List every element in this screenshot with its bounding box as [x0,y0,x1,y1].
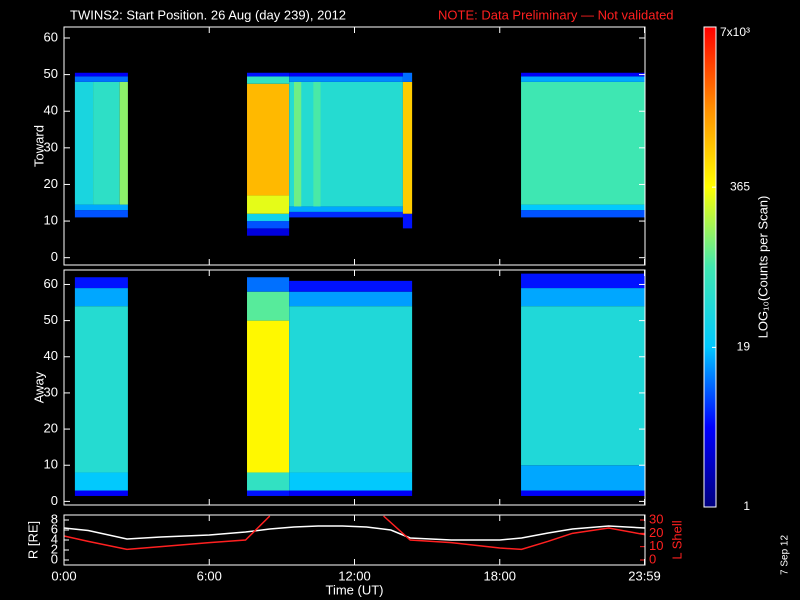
y-tick-label: 40 [44,348,58,363]
heatmap-cell [247,291,290,321]
note: NOTE: Data Preliminary — Not validated [438,7,674,22]
y-tick-label: 60 [44,29,58,44]
y-tick-label: 0 [51,493,58,508]
colorbar-tick-label: 1 [743,499,750,513]
y-tick-label: 10 [44,212,58,227]
heatmap-cell [289,76,403,82]
heatmap-cell [289,490,413,496]
footer-date: 7 Sep 12 [780,535,791,575]
heatmap-cell [521,490,645,496]
heatmap-cell [289,72,403,77]
heatmap-cell [289,211,403,218]
y-tick-label: 2 [51,541,58,556]
heatmap-cell [289,206,403,212]
heatmap-cell [119,81,128,205]
heatmap-cell [74,210,128,218]
heatmap-cell [74,490,128,496]
colorbar-tick-label: 365 [730,179,750,193]
y-tick-label: 60 [44,276,58,291]
heatmap-cell [521,288,645,307]
heatmap-cell [402,81,413,214]
heatmap-cell [74,472,128,491]
heatmap-cell [74,277,128,289]
y-tick-label: 0 [51,249,58,264]
x-tick-label: 12:00 [338,568,371,583]
x-tick-label: 0:00 [51,568,76,583]
heatmap-cell [402,213,413,229]
y-tick-label: 0 [51,551,58,566]
heatmap-cell [313,81,321,207]
colorbar-label: LOG₁₀(Counts per Scan) [755,196,770,339]
y2-tick-label: 10 [649,538,663,553]
y-axis-label: Away [31,371,46,403]
y-axis-label: R [RE] [25,521,40,559]
heatmap-cell [74,306,128,473]
heatmap-cell [521,210,645,218]
y2-tick-label: 30 [649,511,663,526]
heatmap-cell [521,72,645,77]
heatmap-cell [402,72,413,82]
heatmap-cell [247,76,290,84]
y2-tick-label: 20 [649,525,663,540]
y-tick-label: 20 [44,421,58,436]
y2-axis-label: L Shell [669,520,684,559]
heatmap-cell [247,277,290,292]
y-tick-label: 50 [44,312,58,327]
heatmap-cell [247,221,290,229]
y-tick-label: 40 [44,103,58,118]
heatmap-cell [247,228,290,236]
data-line [64,515,645,551]
y-tick-label: 30 [44,139,58,154]
heatmap-cell [521,76,645,82]
y-tick-label: 50 [44,66,58,81]
y-tick-label: 6 [51,521,58,536]
heatmap-cell [247,195,290,214]
heatmap-cell [247,72,290,77]
heatmap-cell [247,490,290,496]
heatmap-cell [289,280,413,292]
y-tick-label: 30 [44,384,58,399]
data-line [64,525,645,541]
heatmap-cell [521,273,645,289]
colorbar-tick-label: 19 [737,340,751,354]
y-tick-label: 8 [51,511,58,526]
heatmap-cell [521,465,645,491]
x-tick-label: 6:00 [197,568,222,583]
heatmap-cell [247,83,290,196]
heatmap-cell [74,81,94,205]
heatmap-cell [74,76,128,82]
heatmap-cell [74,288,128,307]
heatmap-cell [289,81,403,207]
y-tick-label: 10 [44,457,58,472]
x-tick-label: 18:00 [483,568,516,583]
heatmap-cell [289,472,413,491]
y-tick-label: 4 [51,531,58,546]
x-axis-label: Time (UT) [325,582,383,597]
y2-tick-label: 0 [649,551,656,566]
heatmap-cell [521,306,645,466]
heatmap-cell [521,81,645,205]
heatmap-cell [74,72,128,77]
x-tick-label: 23:59 [628,568,661,583]
heatmap-cell [247,472,290,491]
heatmap-cell [289,291,413,307]
heatmap-cell [247,320,290,473]
y-tick-label: 20 [44,176,58,191]
heatmap-cell [93,81,120,205]
title: TWINS2: Start Position. 26 Aug (day 239)… [70,7,346,22]
heatmap-cell [74,204,128,211]
heatmap-cell [247,213,290,222]
heatmap-cell [293,81,302,207]
y-axis-label: Toward [31,125,46,167]
heatmap-cell [521,204,645,211]
colorbar-tick-label: 7x10³ [720,25,750,39]
colorbar [703,26,717,508]
heatmap-cell [289,306,413,473]
